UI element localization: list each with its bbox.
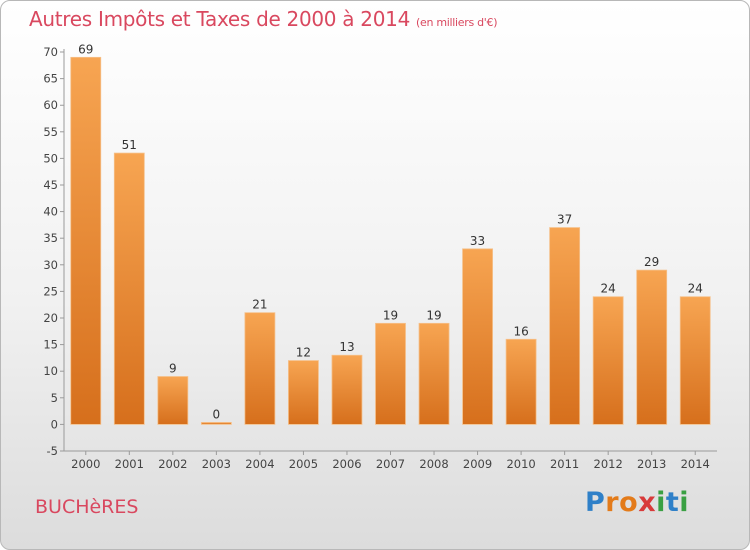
x-tick-label: 2000 [71, 457, 100, 471]
x-tick-label: 2002 [158, 457, 187, 471]
logo-letter: i [656, 487, 666, 518]
logo-letter: r [605, 487, 620, 518]
bar-value-label: 12 [296, 346, 311, 360]
logo-letter: t [665, 487, 680, 518]
x-tick-label: 2012 [594, 457, 623, 471]
bar-value-label: 69 [78, 42, 93, 56]
x-tick-label: 2014 [681, 457, 710, 471]
bar[interactable] [70, 56, 102, 425]
y-tick-label: 30 [43, 258, 58, 272]
bar-value-label: 24 [688, 282, 703, 296]
x-tick-label: 2004 [245, 457, 274, 471]
y-tick-label: 60 [43, 98, 58, 112]
logo-letter: P [585, 487, 606, 518]
bar[interactable] [549, 227, 581, 425]
bar-value-label: 16 [513, 324, 528, 338]
bar-value-label: 21 [252, 298, 267, 312]
bar-value-label: 33 [470, 234, 485, 248]
bar[interactable] [244, 312, 276, 425]
logo-letter: x [638, 487, 657, 518]
x-tick-label: 2007 [376, 457, 405, 471]
y-tick-label: 35 [43, 231, 58, 245]
y-tick-label: 55 [43, 125, 58, 139]
y-tick-label: 0 [51, 417, 58, 431]
bar-value-label: 37 [557, 213, 572, 227]
bar[interactable] [418, 322, 450, 425]
chart-unit: (en milliers d'€) [416, 16, 498, 29]
proxiti-logo[interactable]: Proxiti [585, 487, 689, 518]
bar-value-label: 51 [122, 138, 137, 152]
bar[interactable] [331, 354, 363, 425]
x-tick-label: 2013 [637, 457, 666, 471]
x-tick-label: 2011 [550, 457, 579, 471]
bar[interactable] [375, 322, 406, 425]
logo-letter: o [619, 487, 639, 518]
y-tick-label: 65 [43, 72, 58, 86]
bar[interactable] [592, 296, 624, 425]
y-tick-label: 5 [51, 391, 58, 405]
x-tick-label: 2001 [115, 457, 144, 471]
bar[interactable] [288, 360, 319, 425]
y-tick-label: 70 [43, 45, 58, 59]
y-tick-label: 45 [43, 178, 58, 192]
chart-title: Autres Impôts et Taxes de 2000 à 2014 (en… [29, 7, 497, 31]
y-tick-label: 15 [43, 338, 58, 352]
x-tick-label: 2010 [506, 457, 535, 471]
bar[interactable] [636, 269, 668, 425]
bar[interactable] [200, 421, 232, 425]
x-tick-label: 2006 [332, 457, 361, 471]
bar-value-label: 0 [213, 407, 221, 421]
bar-value-label: 24 [601, 282, 616, 296]
bar[interactable] [679, 296, 711, 425]
bar[interactable] [113, 152, 145, 425]
bar-value-label: 19 [383, 308, 398, 322]
bar[interactable] [462, 248, 493, 425]
y-tick-label: 10 [43, 364, 58, 378]
x-tick-label: 2009 [463, 457, 492, 471]
x-tick-label: 2003 [202, 457, 231, 471]
y-tick-label: -5 [47, 444, 58, 458]
x-tick-label: 2005 [289, 457, 318, 471]
bar-value-label: 9 [169, 362, 177, 376]
bar-value-label: 29 [644, 255, 659, 269]
y-tick-label: 40 [43, 205, 58, 219]
x-tick-label: 2008 [419, 457, 448, 471]
y-tick-label: 50 [43, 151, 58, 165]
y-tick-label: 20 [43, 311, 58, 325]
logo-letter: i [679, 487, 690, 518]
bar[interactable] [505, 338, 537, 425]
bar-value-label: 13 [339, 340, 354, 354]
chart-title-text: Autres Impôts et Taxes de 2000 à 2014 [29, 7, 410, 31]
bar-value-label: 19 [426, 308, 441, 322]
commune-name: BUCHèRES [35, 496, 139, 518]
bar[interactable] [157, 376, 189, 425]
y-tick-label: 25 [43, 284, 58, 298]
